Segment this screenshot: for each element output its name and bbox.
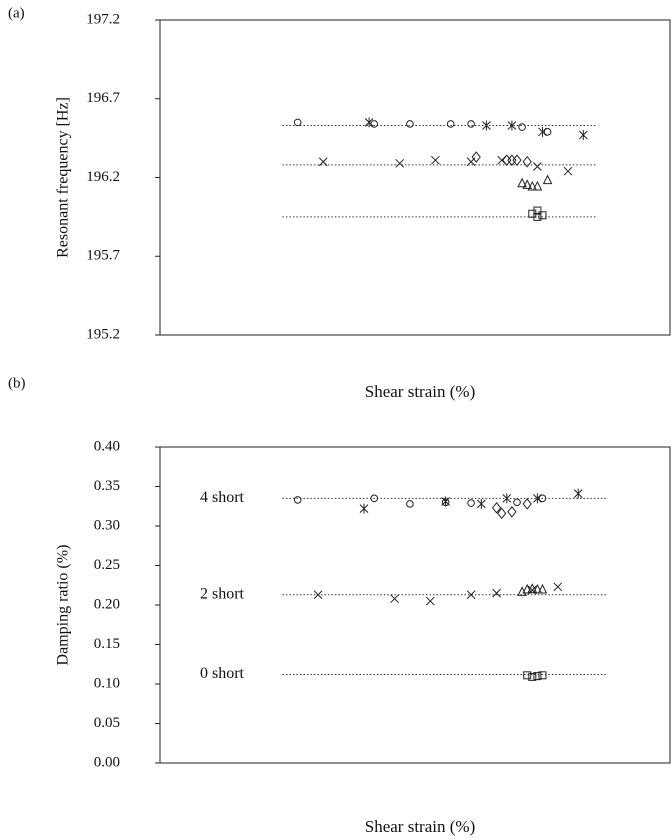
y-tick-label: 0.10 bbox=[94, 675, 120, 691]
marker-cross bbox=[425, 596, 435, 606]
panel-label: (b) bbox=[8, 375, 26, 391]
marker-asterisk bbox=[476, 498, 486, 509]
marker-cross bbox=[390, 594, 399, 604]
marker-triangle bbox=[517, 177, 527, 188]
marker-triangle bbox=[522, 179, 533, 189]
marker-diamond bbox=[491, 502, 502, 514]
panel-label: (a) bbox=[8, 5, 25, 21]
marker-cross bbox=[318, 157, 328, 167]
marker-circle bbox=[467, 499, 475, 507]
marker-cross bbox=[431, 155, 440, 165]
marker-triangle bbox=[527, 180, 538, 191]
marker-circle bbox=[293, 496, 302, 504]
marker-diamond bbox=[502, 154, 512, 166]
marker-cross bbox=[466, 590, 476, 600]
plot-frame bbox=[159, 19, 671, 336]
y-tick-label: 0.30 bbox=[94, 517, 120, 533]
y-axis-label: Damping ratio (%) bbox=[55, 545, 72, 666]
marker-cross bbox=[492, 588, 501, 598]
marker-cross bbox=[533, 162, 542, 171]
y-tick-label: 195.2 bbox=[86, 326, 120, 342]
marker-circle bbox=[518, 123, 526, 131]
y-tick-label: 195.7 bbox=[86, 248, 120, 264]
marker-triangle bbox=[537, 583, 548, 594]
marker-circle bbox=[446, 120, 455, 128]
marker-cross bbox=[395, 158, 405, 168]
annotation: 0 short bbox=[200, 665, 245, 682]
marker-circle bbox=[370, 494, 379, 503]
x-axis-label: Shear strain (%) bbox=[365, 382, 475, 401]
marker-asterisk bbox=[538, 126, 547, 137]
marker-cross bbox=[553, 582, 563, 592]
marker-diamond bbox=[471, 151, 481, 163]
y-tick-label: 196.7 bbox=[86, 90, 120, 106]
marker-circle bbox=[370, 120, 379, 128]
y-tick-label: 0.15 bbox=[94, 636, 120, 652]
marker-diamond bbox=[512, 154, 522, 166]
marker-circle bbox=[513, 498, 521, 507]
marker-diamond bbox=[507, 505, 517, 518]
annotation: 2 short bbox=[200, 585, 245, 602]
y-axis-label: Resonant frequency [Hz] bbox=[55, 97, 72, 258]
y-tick-label: 0.25 bbox=[94, 557, 120, 573]
marker-triangle bbox=[522, 583, 533, 594]
y-tick-label: 0.00 bbox=[94, 754, 120, 770]
marker-diamond bbox=[522, 155, 532, 168]
marker-triangle bbox=[532, 180, 543, 191]
y-tick-label: 197.2 bbox=[86, 11, 120, 27]
marker-square bbox=[533, 206, 542, 215]
y-tick-label: 196.2 bbox=[86, 169, 120, 185]
marker-circle bbox=[538, 494, 547, 503]
marker-asterisk bbox=[441, 496, 450, 507]
marker-square bbox=[538, 671, 547, 680]
annotation: 4 short bbox=[200, 489, 245, 506]
marker-square bbox=[533, 212, 542, 221]
marker-triangle bbox=[542, 174, 553, 185]
marker-circle bbox=[467, 120, 475, 128]
marker-square bbox=[533, 672, 542, 681]
marker-cross bbox=[313, 590, 323, 600]
marker-asterisk bbox=[578, 129, 588, 140]
marker-asterisk bbox=[502, 493, 512, 504]
marker-diamond bbox=[497, 507, 507, 520]
marker-square bbox=[523, 671, 532, 680]
marker-circle bbox=[293, 118, 302, 127]
marker-asterisk bbox=[507, 120, 517, 131]
marker-triangle bbox=[532, 583, 543, 594]
x-axis-label: Shear strain (%) bbox=[365, 817, 475, 836]
marker-circle bbox=[406, 500, 414, 508]
marker-diamond bbox=[522, 498, 532, 510]
marker-asterisk bbox=[364, 117, 374, 128]
marker-circle bbox=[406, 120, 414, 128]
marker-asterisk bbox=[482, 120, 491, 131]
y-tick-label: 0.20 bbox=[94, 596, 120, 612]
y-tick-label: 0.05 bbox=[94, 715, 120, 731]
marker-square bbox=[538, 211, 547, 220]
marker-asterisk bbox=[573, 488, 583, 499]
marker-asterisk bbox=[359, 503, 369, 514]
marker-cross bbox=[563, 166, 573, 176]
marker-asterisk bbox=[533, 493, 542, 504]
y-tick-label: 0.35 bbox=[94, 478, 120, 494]
marker-square bbox=[528, 672, 537, 681]
y-tick-label: 0.40 bbox=[94, 438, 120, 454]
marker-triangle bbox=[527, 583, 538, 593]
marker-diamond bbox=[507, 154, 517, 166]
marker-circle bbox=[543, 128, 552, 136]
